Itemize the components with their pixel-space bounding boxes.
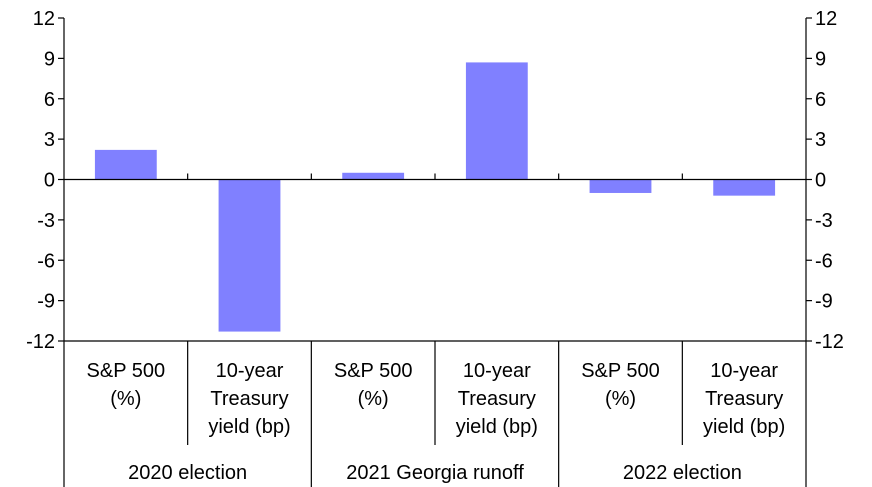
category-label-line: yield (bp) <box>703 416 785 438</box>
y-tick-label-right: -9 <box>815 291 833 313</box>
category-label-line: yield (bp) <box>208 416 290 438</box>
category-label: S&P 500 (%) <box>334 360 413 410</box>
y-tick-label-left: 9 <box>44 48 55 70</box>
group-label: 2020 election <box>128 462 247 484</box>
y-tick-label-right: 9 <box>815 48 826 70</box>
y-tick-label-left: 6 <box>44 89 55 111</box>
category-label-line: (%) <box>358 388 389 410</box>
y-tick-label-right: 3 <box>815 129 826 151</box>
y-tick-label-right: -6 <box>815 250 833 272</box>
y-tick-label-right: 6 <box>815 89 826 111</box>
group-label: 2022 election <box>623 462 742 484</box>
category-label-line: Treasury <box>458 388 536 410</box>
y-tick-label-right: 12 <box>815 8 837 30</box>
bar <box>218 179 281 332</box>
category-label: 10-year Treasury yield (bp) <box>703 360 785 438</box>
y-tick-label-left: -6 <box>37 250 55 272</box>
category-label-line: 10-year <box>710 360 778 382</box>
y-tick-label-right: -3 <box>815 210 833 232</box>
y-tick-label-left: -3 <box>37 210 55 232</box>
category-label-line: (%) <box>110 388 141 410</box>
category-label-line: S&P 500 <box>87 360 166 382</box>
bar <box>94 149 157 180</box>
y-tick-label-right: -12 <box>815 331 844 353</box>
y-tick-label-left: 3 <box>44 129 55 151</box>
category-label-line: 10-year <box>463 360 531 382</box>
y-tick-label-left: 12 <box>33 8 55 30</box>
y-tick-label-right: 0 <box>815 170 826 192</box>
y-tick-label-left: 0 <box>44 170 55 192</box>
y-tick-label-left: -12 <box>26 331 55 353</box>
category-label-line: Treasury <box>705 388 783 410</box>
bar <box>713 179 776 196</box>
category-label-line: (%) <box>605 388 636 410</box>
category-label: 10-year Treasury yield (bp) <box>456 360 538 438</box>
category-label: S&P 500 (%) <box>581 360 660 410</box>
category-label-line: 10-year <box>216 360 284 382</box>
category-label-line: S&P 500 <box>581 360 660 382</box>
y-tick-label-left: -9 <box>37 291 55 313</box>
category-label-line: Treasury <box>210 388 288 410</box>
category-label-line: yield (bp) <box>456 416 538 438</box>
bar <box>589 179 652 193</box>
bar <box>465 62 528 180</box>
category-label: S&P 500 (%) <box>87 360 166 410</box>
category-label-line: S&P 500 <box>334 360 413 382</box>
group-label: 2021 Georgia runoff <box>346 462 524 484</box>
bar <box>342 172 405 180</box>
category-label: 10-year Treasury yield (bp) <box>208 360 290 438</box>
